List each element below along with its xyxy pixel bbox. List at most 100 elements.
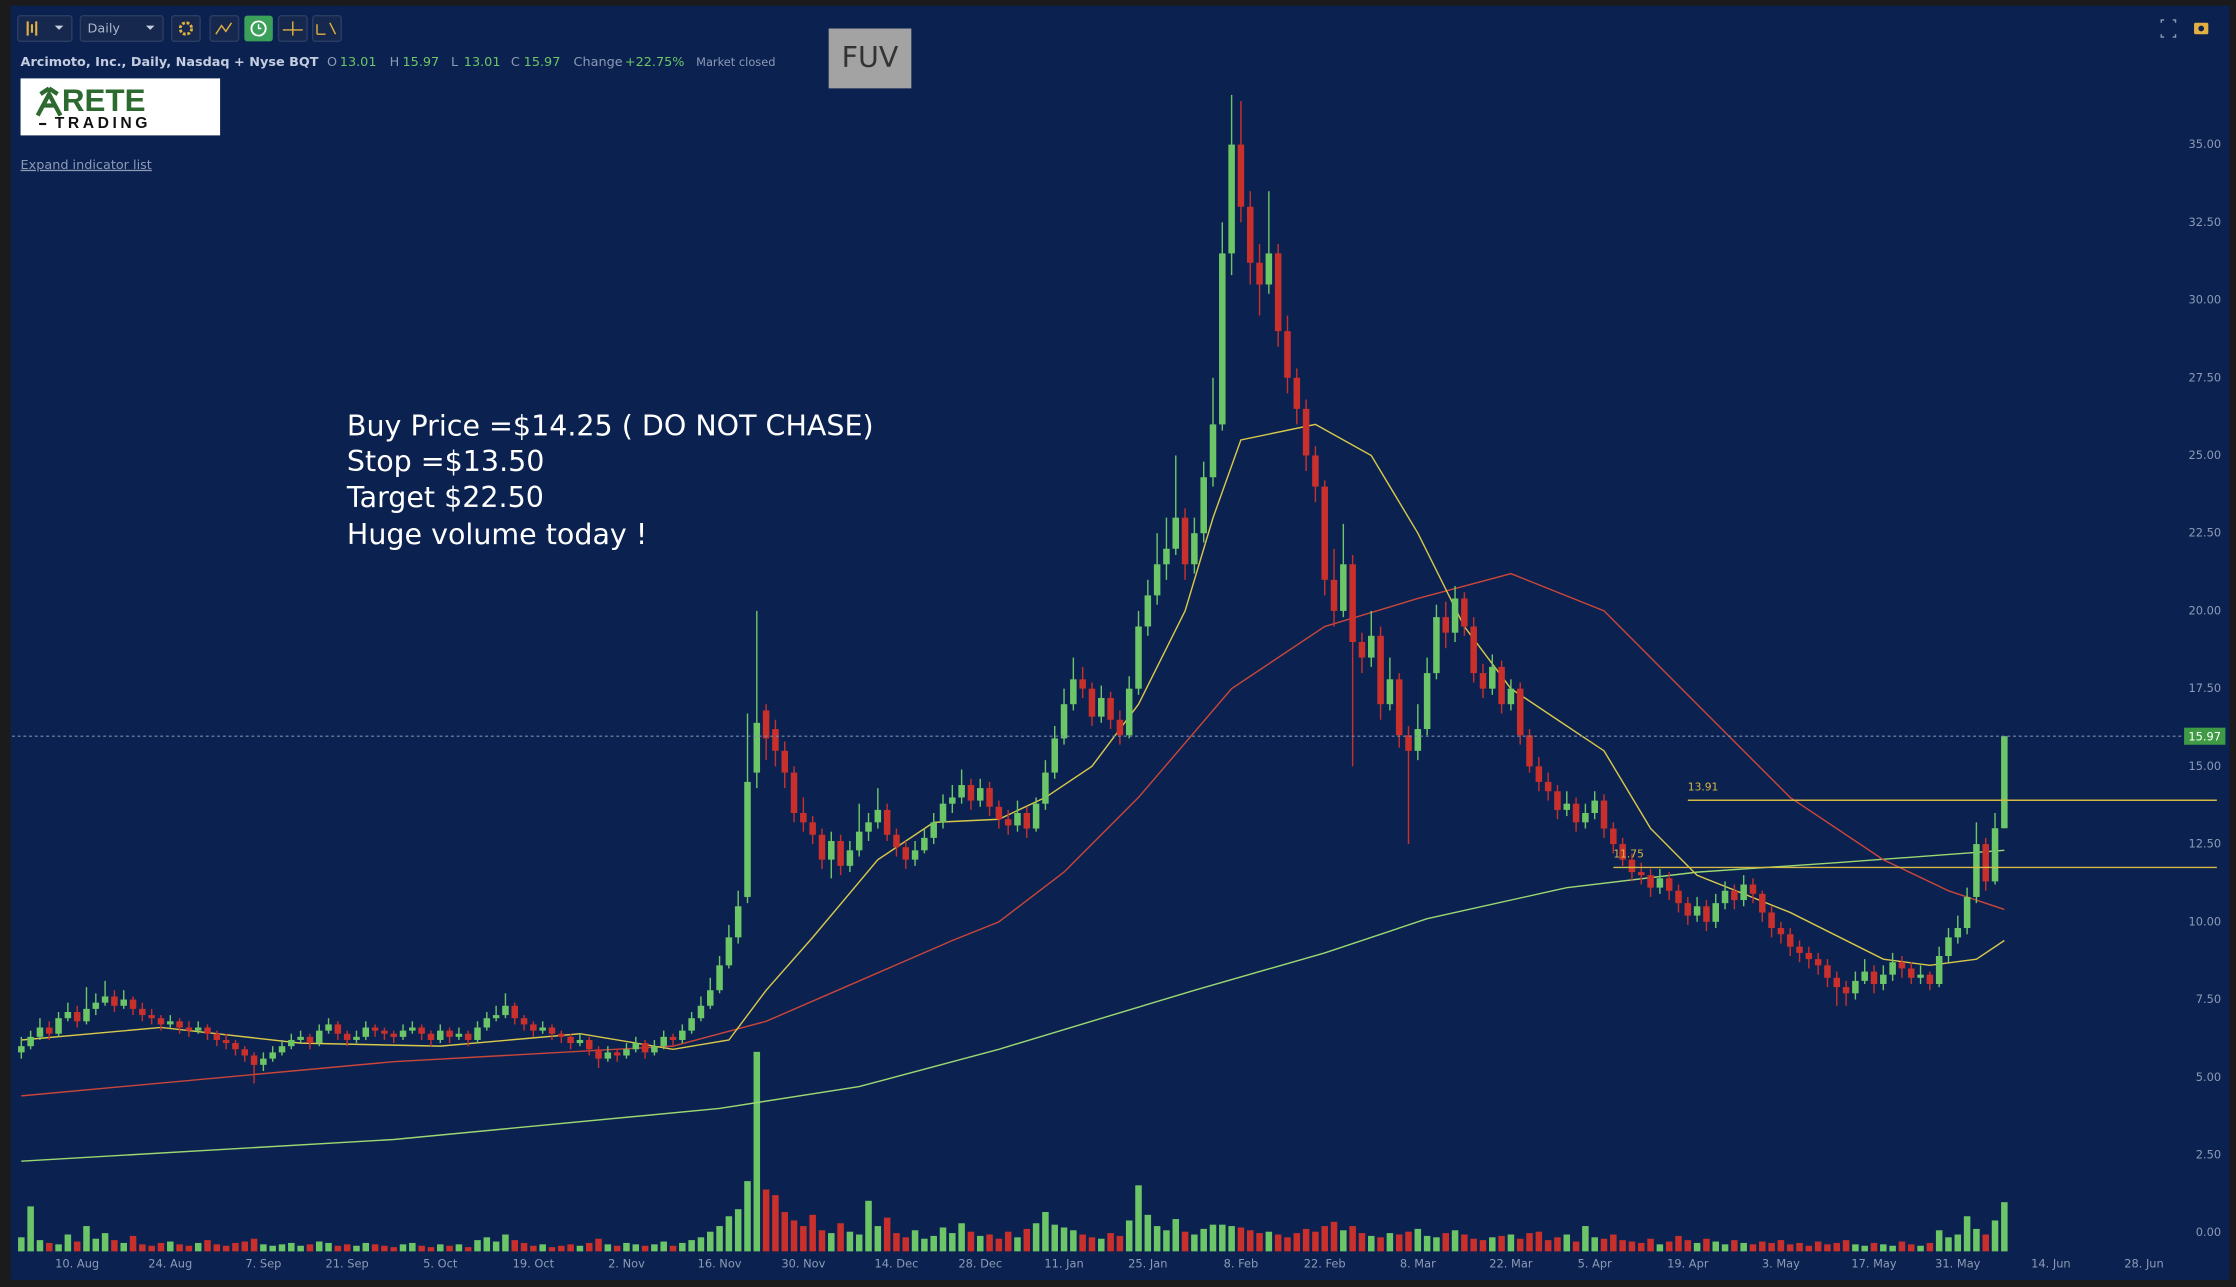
volume-bar [1395, 1234, 1403, 1252]
candle-body [893, 834, 900, 848]
volume-bar [697, 1237, 705, 1252]
volume-bar [1833, 1242, 1841, 1252]
candle-body [353, 1036, 360, 1040]
fullscreen-button[interactable] [2160, 19, 2177, 38]
candle-body [1470, 626, 1477, 674]
candle-body [1786, 934, 1794, 947]
candle-body [781, 750, 788, 773]
candle-body [511, 1005, 519, 1019]
volume-bar [64, 1234, 72, 1252]
candle-body [1852, 980, 1859, 994]
candle-body [362, 1027, 370, 1037]
candle-body [1172, 517, 1180, 549]
x-tick-label: 31. May [1935, 1257, 1981, 1271]
candle-body [632, 1043, 640, 1050]
candle-body [1637, 872, 1645, 876]
candle-body [1163, 548, 1170, 565]
volume-bar [1330, 1221, 1338, 1252]
volume-bar [1563, 1234, 1571, 1252]
candle-body [492, 1015, 500, 1019]
candle-body [1125, 688, 1133, 736]
volume-bar [120, 1242, 127, 1252]
candle-body [688, 1018, 695, 1031]
annotation: Buy Price =$14.25 ( DO NOT CHASE) Stop =… [346, 410, 874, 551]
candle-body [409, 1027, 416, 1031]
volume-bar [1516, 1238, 1524, 1252]
candle-body [334, 1024, 342, 1034]
volume-bar [474, 1240, 481, 1252]
volume-bar [958, 1223, 965, 1252]
candle-body [818, 834, 826, 860]
candle-body [45, 1027, 53, 1034]
candle-body [1982, 844, 1989, 882]
candle-body [976, 788, 984, 801]
volume-bar [1619, 1240, 1626, 1252]
candle-body [1107, 697, 1114, 720]
volume-bar [1386, 1233, 1394, 1252]
candle-body [1842, 987, 1850, 994]
candle-body [697, 1005, 705, 1019]
volume-bar [343, 1244, 351, 1252]
volume-bar [1470, 1238, 1477, 1252]
volume-bar [641, 1245, 649, 1252]
candle-body [762, 710, 770, 739]
candle-body [1535, 766, 1543, 782]
plot: 0.00 2.50 5.00 7.50 10.00 12.50 15.00 17.50 20.0… [12, 94, 2226, 1271]
y-tick-label: 7.50 [2196, 992, 2221, 1006]
volume-bar [1889, 1245, 1896, 1252]
volume-bar [157, 1242, 165, 1252]
volume-bar [595, 1238, 602, 1252]
volume-bar [1461, 1234, 1468, 1252]
volume-bar [679, 1242, 686, 1252]
candle-body [1619, 844, 1626, 860]
x-tick-label: 2. Nov [608, 1257, 645, 1271]
candle-body [753, 722, 761, 773]
crosshair-icon [282, 21, 303, 36]
last-price-tag [2184, 727, 2226, 745]
candle-body [585, 1039, 593, 1050]
candle-body [1237, 144, 1245, 207]
x-tick-label: 19. Apr [1667, 1257, 1709, 1271]
candle-body [865, 822, 872, 832]
candle-body [1023, 813, 1031, 829]
last-price-label: 15.97 [2188, 729, 2221, 743]
volume-bar [865, 1200, 872, 1252]
candle-body [306, 1036, 314, 1044]
settings-button[interactable] [170, 14, 201, 43]
candle-body [120, 999, 127, 1006]
clock-hand [257, 24, 262, 30]
candle-body [1935, 956, 1943, 984]
volume-bar [1982, 1234, 1989, 1252]
candle-body [483, 1018, 491, 1028]
change-label: Change [574, 55, 623, 70]
interval-select[interactable] [79, 14, 164, 43]
candle-body [1060, 704, 1068, 739]
candle-body [641, 1043, 649, 1053]
candle-body [1591, 800, 1598, 814]
expand-indicators-link[interactable]: Expand indicator list [21, 158, 152, 173]
y-tick-label: 15.00 [2189, 759, 2222, 773]
x-tick-label: 10. Aug [55, 1257, 99, 1271]
candle-body [1293, 377, 1301, 409]
volume-bar [1926, 1242, 1934, 1252]
candle-body [1423, 673, 1431, 730]
volume-bar [55, 1244, 62, 1252]
candle-body [1358, 642, 1366, 658]
volume-bar [111, 1240, 118, 1252]
volume-bar [250, 1238, 258, 1252]
volume-bar [893, 1233, 900, 1252]
high-label: H [390, 55, 400, 70]
candle-body [1712, 903, 1719, 922]
volume-bar [949, 1233, 956, 1252]
candle-body [846, 850, 854, 866]
volume-bar [1591, 1237, 1598, 1252]
candle-body [1880, 974, 1887, 984]
candle-body [2001, 736, 2008, 829]
volume-bar [1777, 1240, 1785, 1252]
candle-body [1554, 791, 1561, 810]
volume-bar [1489, 1237, 1496, 1252]
volume-bar [315, 1241, 323, 1252]
chart-type-button[interactable] [16, 14, 73, 43]
volume-bar [1358, 1233, 1366, 1252]
volume-bar [1200, 1228, 1207, 1252]
